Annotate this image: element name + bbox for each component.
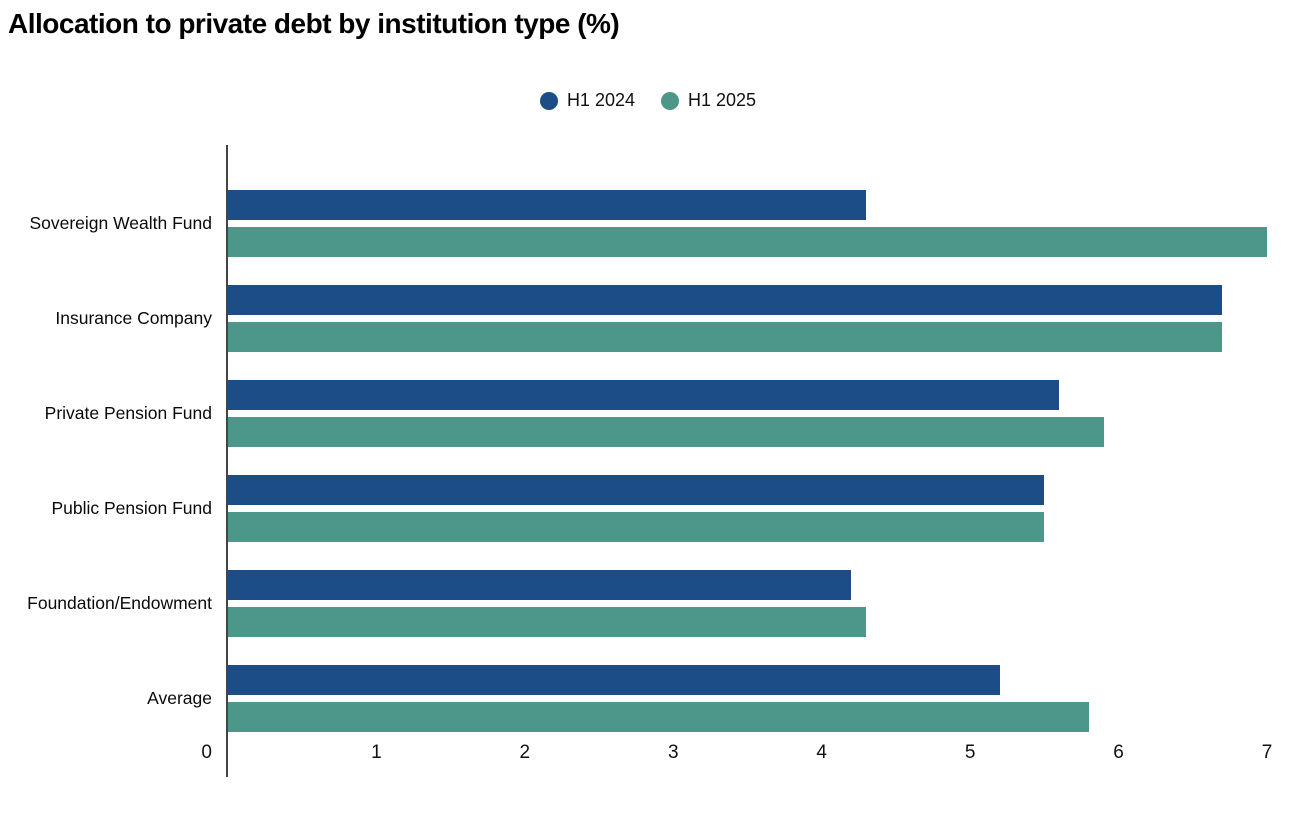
category-row-public-pension-fund: Public Pension Fund bbox=[51, 475, 1267, 542]
category-row-insurance-company: Insurance Company bbox=[55, 285, 1267, 352]
legend-label-h1-2024: H1 2024 bbox=[566, 90, 635, 110]
legend-item-h1-2025: H1 2025 bbox=[661, 90, 756, 111]
category-label: Average bbox=[147, 688, 212, 708]
legend-swatch-h1-2024-icon bbox=[539, 91, 558, 110]
category-label: Public Pension Fund bbox=[51, 498, 212, 518]
x-tick-label-4: 4 bbox=[816, 742, 827, 763]
category-row-private-pension-fund: Private Pension Fund bbox=[45, 380, 1267, 447]
category-label: Private Pension Fund bbox=[44, 403, 212, 423]
y-axis-line bbox=[226, 145, 228, 777]
x-tick-label-6: 6 bbox=[1113, 742, 1124, 763]
x-tick-label-7: 7 bbox=[1261, 742, 1273, 763]
bar-h1-2025 bbox=[228, 227, 1267, 257]
bar-h1-2024 bbox=[228, 665, 1000, 695]
x-tick-label-5: 5 bbox=[964, 742, 976, 763]
bar-h1-2025 bbox=[228, 417, 1104, 447]
x-tick-label-3: 3 bbox=[667, 742, 679, 763]
category-row-foundation-endowment: Foundation/Endowment bbox=[27, 570, 1267, 637]
legend-label-h1-2025: H1 2025 bbox=[688, 90, 757, 110]
chart-title: Allocation to private debt by institutio… bbox=[8, 8, 620, 39]
bar-h1-2024 bbox=[228, 285, 1223, 315]
bar-h1-2024 bbox=[228, 570, 852, 600]
legend-swatch-h1-2025-icon bbox=[661, 91, 679, 110]
category-label: Insurance Company bbox=[55, 308, 212, 328]
bar-h1-2024 bbox=[228, 475, 1045, 505]
plot-area: 0 1 2 3 4 5 6 7 Sovereign Wealth Fund Insurance … bbox=[27, 145, 1272, 777]
bar-h1-2025 bbox=[228, 322, 1223, 352]
x-tick-label-2: 2 bbox=[519, 742, 531, 763]
bar-h1-2024 bbox=[228, 190, 867, 220]
bar-h1-2025 bbox=[228, 512, 1045, 542]
bar-h1-2025 bbox=[228, 702, 1089, 732]
category-label: Foundation/Endowment bbox=[27, 593, 212, 613]
bar-h1-2025 bbox=[228, 607, 867, 637]
category-label: Sovereign Wealth Fund bbox=[29, 213, 212, 233]
category-row-average: Average bbox=[147, 665, 1267, 732]
x-axis-tick-labels: 0 1 2 3 4 5 6 7 bbox=[201, 742, 1272, 766]
legend-item-h1-2024: H1 2024 bbox=[539, 90, 635, 111]
chart-legend: H1 2024 H1 2025 bbox=[0, 90, 1296, 111]
bar-h1-2024 bbox=[228, 380, 1060, 410]
x-tick-label-1: 1 bbox=[371, 742, 382, 763]
x-tick-label-0: 0 bbox=[201, 742, 212, 763]
category-row-sovereign-wealth-fund: Sovereign Wealth Fund bbox=[29, 190, 1267, 257]
